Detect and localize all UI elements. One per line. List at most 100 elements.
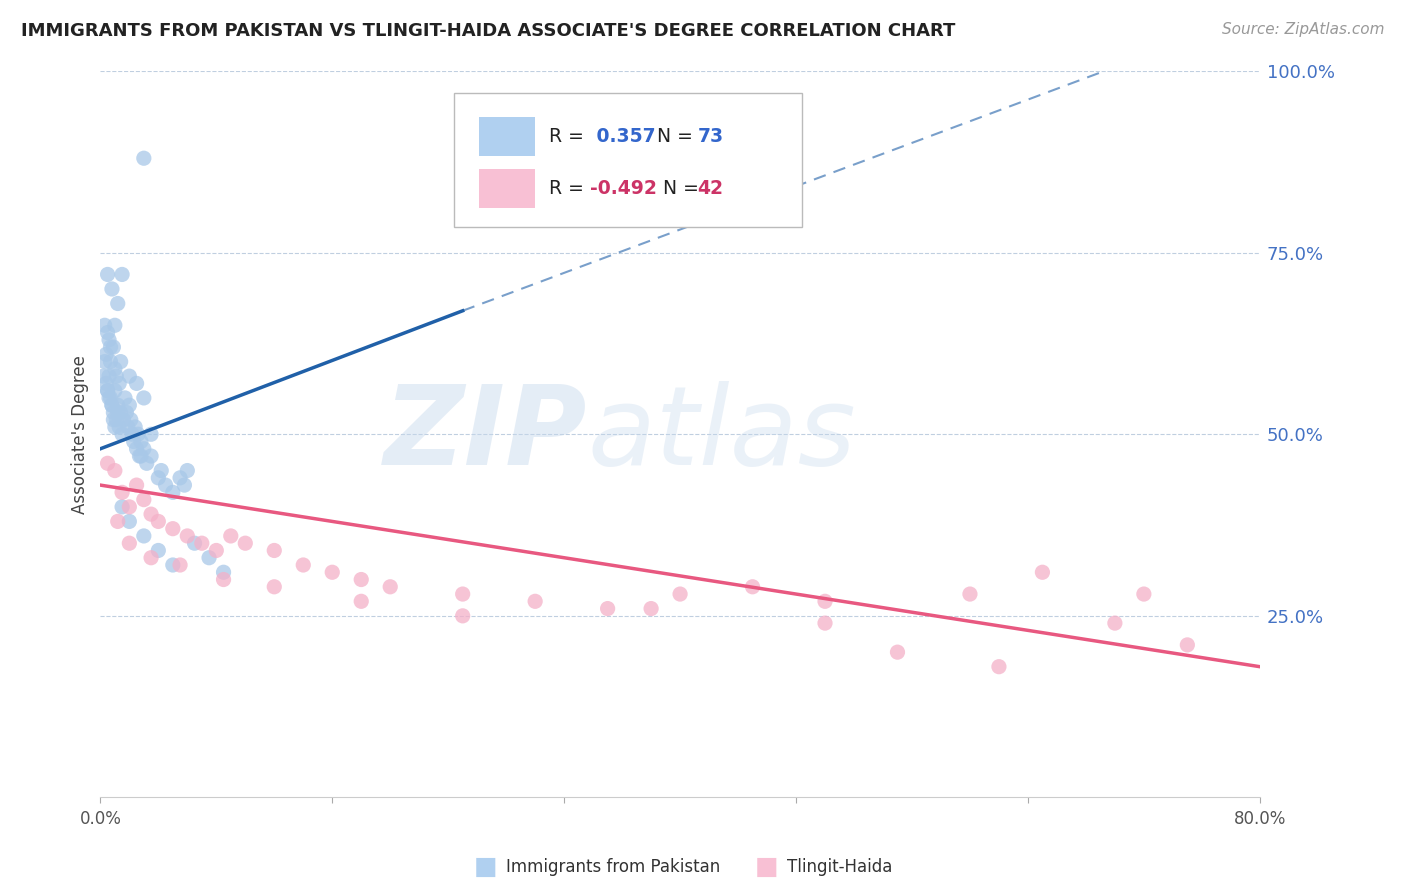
Point: [198, 550, 221, 565]
Text: R =: R =: [550, 179, 591, 198]
Point: [176, 529, 198, 543]
Point: [97, 326, 120, 340]
Point: [129, 434, 152, 449]
Point: [103, 405, 125, 419]
Point: [91, 369, 114, 384]
Point: [263, 580, 285, 594]
Point: [380, 580, 402, 594]
Point: [212, 566, 235, 580]
Point: [162, 558, 184, 572]
Point: [987, 659, 1010, 673]
Point: [111, 268, 134, 282]
Point: [120, 413, 142, 427]
Point: [111, 427, 134, 442]
Point: [741, 580, 763, 594]
Point: [101, 398, 124, 412]
Point: [101, 398, 124, 412]
Point: [98, 369, 121, 384]
Point: [125, 376, 148, 391]
Text: IMMIGRANTS FROM PAKISTAN VS TLINGIT-HAIDA ASSOCIATE'S DEGREE CORRELATION CHART: IMMIGRANTS FROM PAKISTAN VS TLINGIT-HAID…: [21, 22, 956, 40]
Point: [263, 543, 285, 558]
Point: [124, 420, 146, 434]
Point: [104, 420, 127, 434]
Point: [139, 449, 162, 463]
Point: [111, 500, 134, 514]
Point: [139, 507, 162, 521]
Point: [111, 485, 134, 500]
Point: [139, 550, 162, 565]
Point: [132, 492, 155, 507]
Text: N =: N =: [651, 179, 704, 198]
Point: [107, 405, 129, 419]
Point: [451, 587, 474, 601]
Point: [118, 536, 141, 550]
Point: [104, 464, 127, 478]
Point: [104, 318, 127, 333]
Point: [162, 485, 184, 500]
Point: [132, 442, 155, 456]
Point: [205, 543, 228, 558]
Point: [640, 601, 662, 615]
Point: [100, 391, 122, 405]
Point: [162, 522, 184, 536]
Point: [108, 420, 131, 434]
Point: [104, 384, 127, 398]
Point: [110, 405, 132, 419]
Point: [148, 543, 170, 558]
Point: [191, 536, 214, 550]
Point: [105, 369, 128, 384]
Point: [129, 449, 152, 463]
Point: [669, 587, 692, 601]
Point: [135, 456, 157, 470]
Point: [321, 566, 343, 580]
FancyBboxPatch shape: [479, 117, 536, 156]
Point: [1031, 566, 1053, 580]
Point: [122, 434, 145, 449]
Point: [108, 376, 131, 391]
Point: [148, 515, 170, 529]
Point: [101, 282, 124, 296]
Point: [118, 369, 141, 384]
Point: [97, 268, 120, 282]
Point: [93, 318, 115, 333]
Point: [94, 376, 117, 391]
Point: [219, 529, 242, 543]
Text: R =: R =: [550, 127, 591, 146]
Point: [114, 391, 136, 405]
Point: [118, 500, 141, 514]
Point: [103, 413, 125, 427]
FancyBboxPatch shape: [454, 93, 801, 227]
Point: [169, 558, 191, 572]
Point: [121, 427, 143, 442]
Point: [118, 515, 141, 529]
Point: [139, 427, 162, 442]
Point: [117, 420, 139, 434]
Point: [1133, 587, 1156, 601]
Text: 0.357: 0.357: [589, 127, 655, 146]
Text: ■: ■: [474, 855, 496, 879]
Point: [233, 536, 256, 550]
Text: Immigrants from Pakistan: Immigrants from Pakistan: [506, 858, 720, 876]
Point: [176, 464, 198, 478]
Point: [98, 333, 121, 347]
Point: [115, 405, 138, 419]
Point: [97, 384, 120, 398]
Point: [524, 594, 547, 608]
Point: [169, 471, 191, 485]
Text: ZIP: ZIP: [384, 381, 588, 488]
Point: [118, 398, 141, 412]
Point: [97, 384, 120, 398]
Point: [128, 449, 150, 463]
Point: [886, 645, 908, 659]
Point: [98, 391, 121, 405]
Point: [132, 151, 155, 165]
Point: [100, 354, 122, 368]
Point: [350, 573, 373, 587]
Point: [125, 442, 148, 456]
Point: [148, 471, 170, 485]
Point: [107, 398, 129, 412]
Point: [814, 594, 837, 608]
Point: [132, 391, 155, 405]
Point: [173, 478, 195, 492]
Text: ■: ■: [755, 855, 778, 879]
